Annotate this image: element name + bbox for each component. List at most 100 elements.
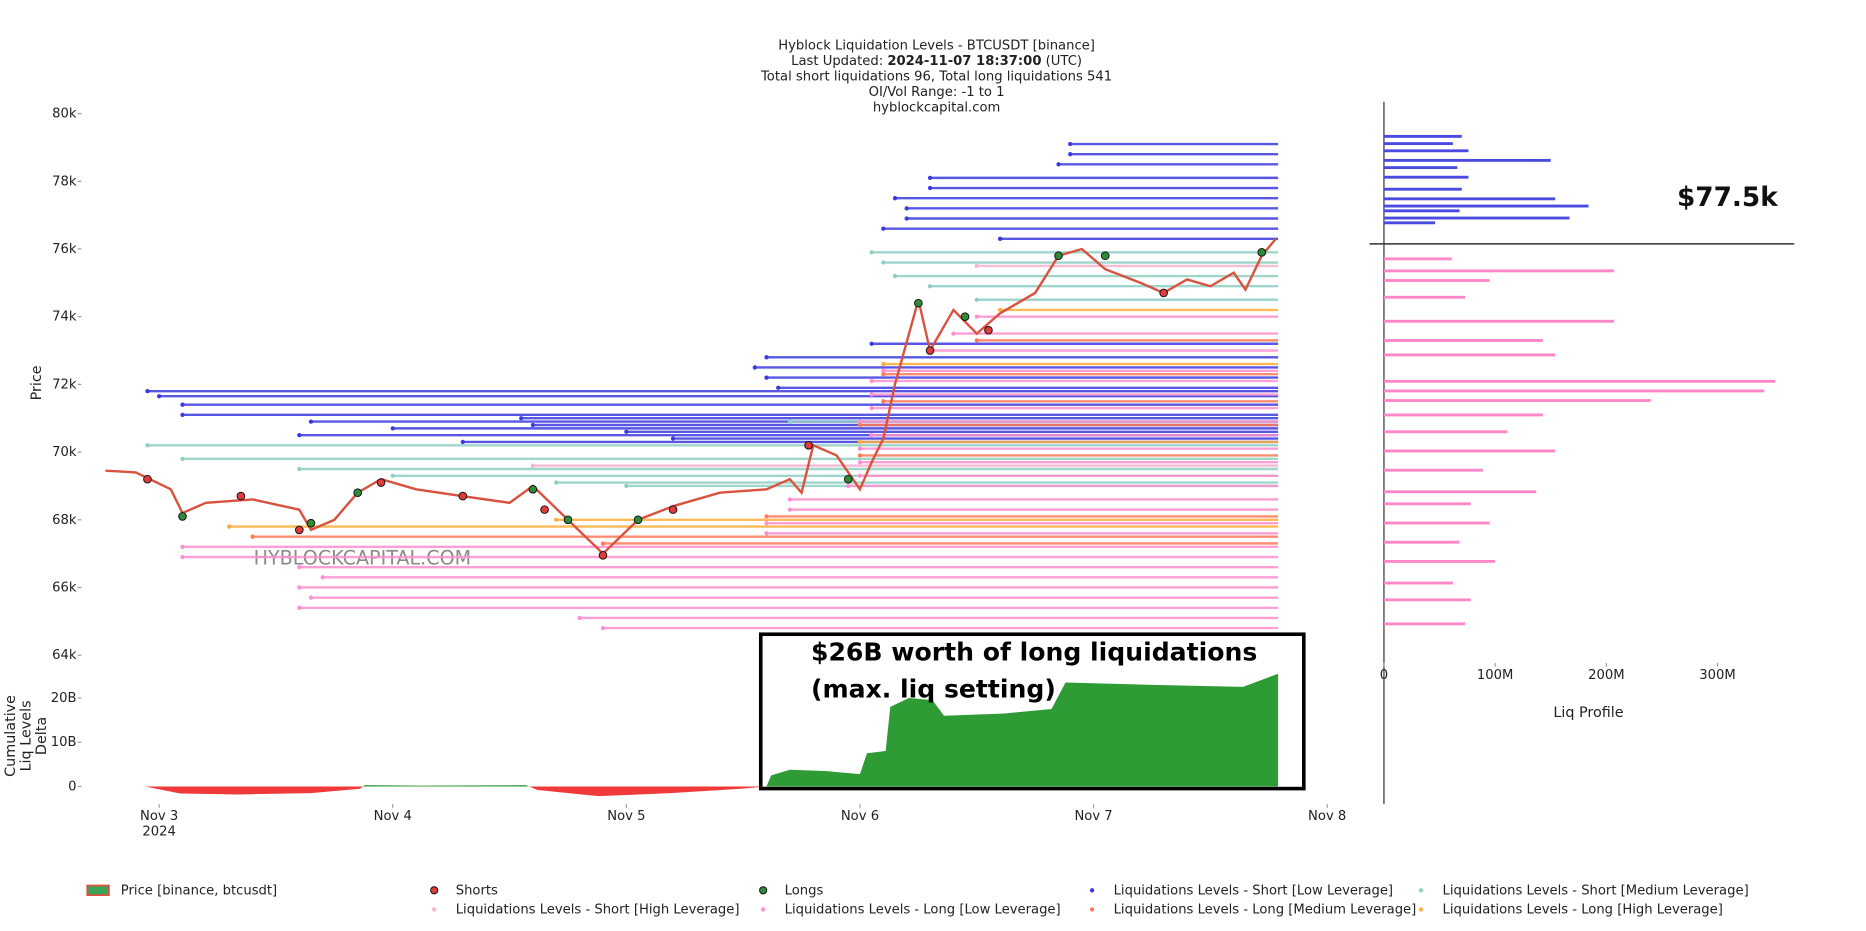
profile-bar (1383, 559, 1496, 563)
y-tick-label: 10B (51, 735, 77, 750)
delta-area (105, 673, 1279, 797)
liq-level-start (227, 524, 232, 529)
x-tick-label: Nov 8 (1308, 809, 1346, 824)
y-axis-label: Price (29, 365, 45, 400)
oi-range: OI/Vol Range: -1 to 1 (869, 85, 1005, 100)
liq-marker (960, 312, 970, 321)
liq-level-start (869, 378, 874, 384)
liq-level-start (857, 419, 863, 424)
y-tick-label: 68k (52, 513, 77, 528)
profile-bar (1383, 149, 1469, 153)
profile-bar (1383, 279, 1490, 282)
profile-bar (1383, 502, 1471, 506)
y-tick-label: 66k (52, 580, 77, 595)
liq-level-start (927, 185, 933, 191)
liq-marker (563, 515, 573, 525)
liq-level-start (764, 355, 769, 360)
legend-swatch (1418, 907, 1424, 912)
liq-marker (143, 474, 152, 484)
liq-level-start (846, 483, 851, 489)
liq-marker (353, 488, 363, 498)
liq-level-start (857, 460, 863, 465)
liq-level-start (297, 605, 302, 610)
profile-bar (1383, 134, 1462, 138)
y-tick-label: 76k (52, 242, 77, 257)
liq-level-start (857, 473, 863, 478)
profile-bar (1383, 197, 1556, 201)
liq-marker (540, 505, 549, 514)
x-tick-label: Nov 3 (140, 809, 178, 824)
y-tick-label: 20B (51, 691, 77, 706)
profile-bar (1383, 158, 1551, 162)
profile-bar (1383, 142, 1453, 146)
legend-swatch (1418, 888, 1424, 893)
y-tick-label: 78k (52, 174, 77, 189)
legend-swatch (1089, 888, 1095, 893)
liq-level-start (869, 250, 874, 255)
liq-marker (1159, 288, 1168, 298)
legend-label: Liquidations Levels - Short [Medium Leve… (1443, 883, 1749, 898)
price-annotation: $77.5k (1677, 183, 1778, 213)
liq-level-start (156, 394, 162, 399)
liq-level-start (600, 541, 606, 546)
profile-bar (1383, 204, 1589, 208)
liq-marker (668, 505, 678, 514)
profile-bar (1383, 598, 1471, 602)
liq-level-start (320, 575, 325, 580)
liq-level-start (250, 534, 255, 539)
liq-marker (843, 474, 853, 484)
legend-label: Price [binance, btcusdt] (121, 883, 277, 898)
liq-marker (1257, 248, 1267, 257)
profile-bar (1383, 413, 1543, 417)
legend-swatch (432, 907, 437, 912)
liq-level-start (974, 338, 979, 343)
liq-level-start (519, 416, 524, 421)
liq-marker (804, 440, 813, 450)
y-tick-label: 0 (68, 779, 76, 794)
y-axis-label: Liq Levels (18, 700, 34, 771)
liq-level-start (764, 531, 769, 536)
source: hyblockcapital.com (873, 101, 1000, 116)
liq-level-start (554, 480, 559, 485)
liq-level-start (297, 466, 302, 472)
liq-level-start (881, 361, 886, 367)
annotation: $26B worth of long liquidations (811, 637, 1257, 666)
liq-level-start (530, 422, 536, 428)
profile-bar (1383, 175, 1469, 179)
liq-marker (925, 346, 935, 355)
legend-label: Liquidations Levels - Long [High Leverag… (1443, 902, 1723, 917)
x-tick-label: Nov 4 (374, 809, 412, 824)
profile-bar (1383, 490, 1537, 494)
liq-level-start (904, 216, 909, 221)
liq-level-start (308, 419, 314, 424)
legend-label: Longs (785, 883, 824, 898)
liq-level-start (180, 554, 185, 560)
liq-level-start (145, 388, 150, 394)
y-tick-label: 80k (52, 107, 77, 122)
legend-swatch (760, 907, 766, 912)
liq-marker (376, 478, 386, 487)
profile-bar (1383, 521, 1490, 525)
liq-level-start (857, 439, 863, 445)
liq-level-start (577, 615, 582, 621)
updated-tz: (UTC) (1046, 54, 1082, 69)
liq-level-start (460, 439, 465, 445)
liq-level-start (974, 263, 979, 269)
liq-level-start (857, 446, 863, 451)
liq-marker (598, 551, 608, 560)
updated-label: Last Updated: (791, 54, 883, 69)
liq-level-start (776, 385, 781, 390)
liq-level-start (974, 314, 979, 319)
y-axis-label: Cumulative (3, 695, 19, 777)
liq-level-start (787, 507, 793, 512)
profile-bar (1383, 430, 1508, 434)
liq-marker (633, 515, 643, 525)
liq-level-start (297, 585, 302, 590)
y-tick-label: 70k (52, 445, 77, 460)
liq-level-start (881, 399, 886, 404)
y-axis-label: Delta (34, 717, 50, 755)
liq-marker (306, 518, 316, 528)
last-updated: Last Updated: 2024-11-07 18:37:00 (UTC) (791, 54, 1082, 69)
liq-level-start (764, 521, 769, 526)
